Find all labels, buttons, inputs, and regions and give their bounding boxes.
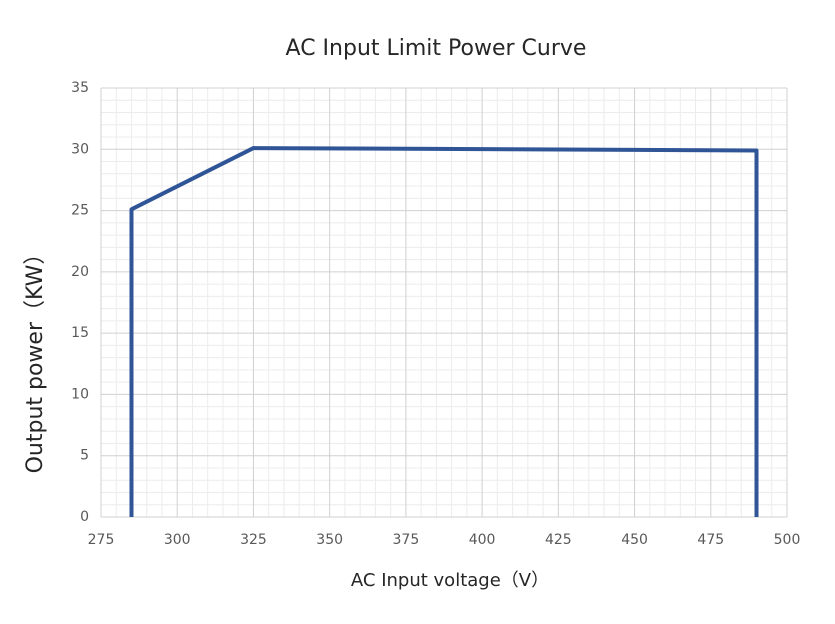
x-tick-label: 425 <box>545 532 572 548</box>
y-tick-label: 25 <box>71 203 89 219</box>
y-tick-label: 10 <box>71 386 89 402</box>
y-tick-label: 20 <box>71 264 89 280</box>
x-axis-label: AC Input voltage（V） <box>351 570 549 591</box>
x-tick-label: 400 <box>469 532 496 548</box>
y-tick-label: 30 <box>71 141 89 157</box>
x-tick-label: 500 <box>774 532 801 548</box>
x-tick-label: 375 <box>393 532 420 548</box>
x-tick-label: 475 <box>697 532 724 548</box>
y-tick-label: 5 <box>80 448 89 464</box>
x-tick-label: 300 <box>164 532 191 548</box>
data-line <box>129 146 759 517</box>
x-tick-label: 275 <box>88 532 115 548</box>
y-tick-label: 15 <box>71 325 89 341</box>
y-tick-label: 0 <box>80 509 89 525</box>
y-tick-label: 35 <box>71 80 89 96</box>
x-tick-label: 450 <box>621 532 648 548</box>
y-axis-label: Output power（KW） <box>23 243 48 474</box>
x-tick-label: 350 <box>316 532 343 548</box>
chart-title: AC Input Limit Power Curve <box>286 36 587 61</box>
x-tick-label: 325 <box>240 532 267 548</box>
